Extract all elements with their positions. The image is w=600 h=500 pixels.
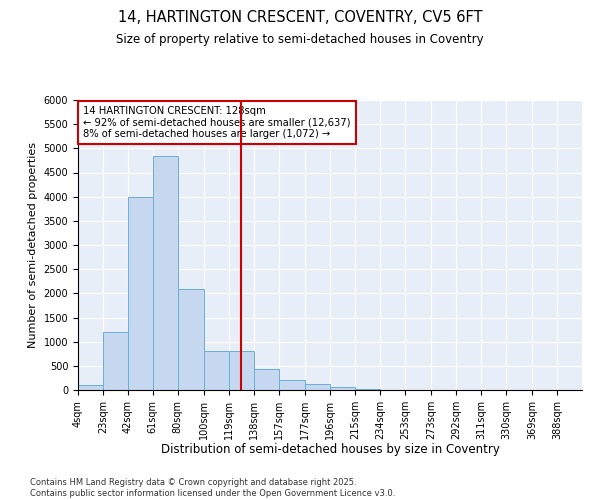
Y-axis label: Number of semi-detached properties: Number of semi-detached properties bbox=[28, 142, 38, 348]
Bar bbox=[78, 385, 103, 390]
Bar bbox=[355, 388, 380, 390]
Bar bbox=[305, 384, 330, 390]
Bar bbox=[204, 352, 229, 390]
Text: 14 HARTINGTON CRESCENT: 128sqm
← 92% of semi-detached houses are smaller (12,637: 14 HARTINGTON CRESCENT: 128sqm ← 92% of … bbox=[83, 106, 350, 139]
Bar bbox=[128, 196, 153, 390]
Text: Size of property relative to semi-detached houses in Coventry: Size of property relative to semi-detach… bbox=[116, 32, 484, 46]
Bar bbox=[229, 352, 254, 390]
Bar bbox=[330, 386, 355, 390]
Bar bbox=[153, 156, 178, 390]
Bar bbox=[103, 332, 128, 390]
Text: Distribution of semi-detached houses by size in Coventry: Distribution of semi-detached houses by … bbox=[161, 442, 499, 456]
Text: Contains HM Land Registry data © Crown copyright and database right 2025.
Contai: Contains HM Land Registry data © Crown c… bbox=[30, 478, 395, 498]
Bar bbox=[279, 380, 305, 390]
Bar bbox=[254, 369, 279, 390]
Text: 14, HARTINGTON CRESCENT, COVENTRY, CV5 6FT: 14, HARTINGTON CRESCENT, COVENTRY, CV5 6… bbox=[118, 10, 482, 25]
Bar bbox=[178, 288, 204, 390]
